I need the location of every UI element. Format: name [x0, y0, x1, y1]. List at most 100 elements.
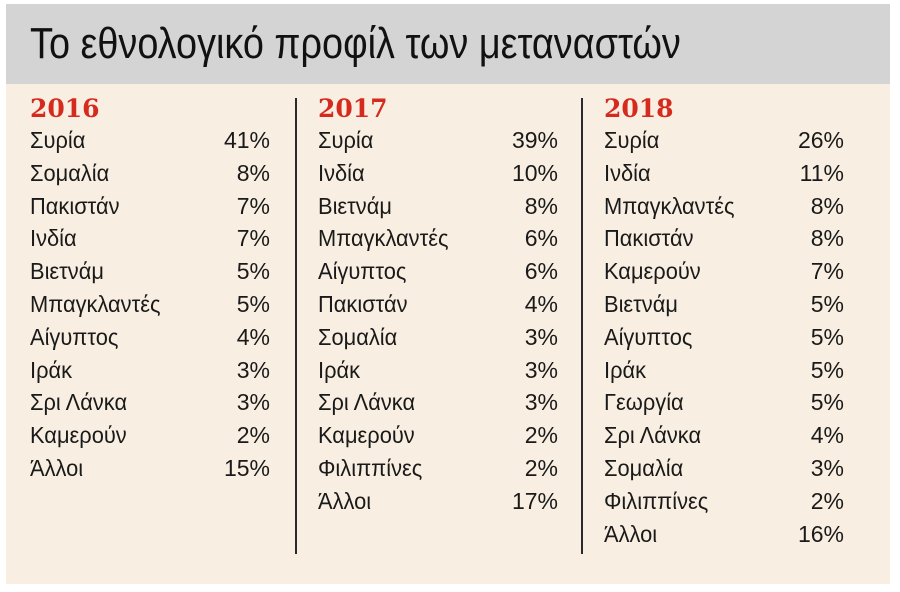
column-divider	[295, 98, 297, 554]
country-name: Μπαγκλαντές	[30, 290, 161, 317]
percentage-value: 3%	[810, 454, 844, 481]
country-name: Σρι Λάνκα	[30, 389, 128, 416]
percentage-value: 3%	[236, 389, 270, 416]
percentage-value: 16%	[797, 520, 844, 547]
list-item: Βιετνάμ 5%	[30, 255, 270, 288]
list-item: Μπαγκλαντές 8%	[604, 190, 844, 223]
country-name: Ιράκ	[604, 356, 647, 383]
percentage-value: 17%	[511, 487, 558, 514]
country-name: Καμερούν	[30, 422, 127, 449]
country-name: Μπαγκλαντές	[604, 192, 735, 219]
country-name: Σομαλία	[604, 454, 684, 481]
country-name: Βιετνάμ	[604, 290, 678, 317]
percentage-value: 5%	[810, 356, 844, 383]
percentage-value: 5%	[236, 258, 270, 285]
list-item: Συρία 26%	[604, 124, 844, 157]
year-column-2018: 2018 Συρία 26% Ινδία 11% Μπαγκλαντές 8% Πακιστ…	[604, 94, 844, 550]
country-name: Ιράκ	[30, 356, 73, 383]
country-name: Φιλιππίνες	[604, 487, 709, 514]
percentage-value: 4%	[810, 422, 844, 449]
country-name: Αίγυπτος	[604, 323, 693, 350]
country-name: Μπαγκλαντές	[318, 225, 449, 252]
list-item: Καμερούν 2%	[30, 419, 270, 452]
list-item: Συρία 39%	[318, 124, 558, 157]
percentage-value: 3%	[524, 389, 558, 416]
percentage-value: 6%	[524, 225, 558, 252]
country-name: Άλλοι	[318, 487, 372, 514]
list-item: Μπαγκλαντές 6%	[318, 222, 558, 255]
list-item: Άλλοι 15%	[30, 452, 270, 485]
country-name: Ινδία	[30, 225, 77, 252]
country-name: Βιετνάμ	[30, 258, 104, 285]
percentage-value: 8%	[810, 192, 844, 219]
percentage-value: 3%	[524, 356, 558, 383]
year-heading: 2017	[318, 94, 388, 123]
country-name: Πακιστάν	[604, 225, 694, 252]
percentage-value: 26%	[797, 127, 844, 153]
list-item: Βιετνάμ 5%	[604, 288, 844, 321]
country-name: Σρι Λάνκα	[318, 389, 416, 416]
list-item: Φιλιππίνες 2%	[604, 485, 844, 518]
country-name: Πακιστάν	[30, 192, 120, 219]
country-name: Αίγυπτος	[30, 323, 119, 350]
country-name: Ιράκ	[318, 356, 361, 383]
list-item: Σρι Λάνκα 3%	[30, 386, 270, 419]
percentage-value: 2%	[236, 422, 270, 449]
percentage-value: 7%	[810, 258, 844, 285]
list-item: Άλλοι 16%	[604, 518, 844, 551]
list-item: Σρι Λάνκα 4%	[604, 419, 844, 452]
country-name: Φιλιππίνες	[318, 454, 423, 481]
percentage-value: 4%	[524, 290, 558, 317]
year-heading: 2018	[604, 94, 674, 123]
country-name: Συρία	[318, 127, 374, 153]
percentage-value: 10%	[511, 159, 558, 186]
list-item: Ιράκ 3%	[30, 354, 270, 387]
country-name: Βιετνάμ	[318, 192, 392, 219]
country-name: Ινδία	[318, 159, 365, 186]
percentage-value: 8%	[810, 225, 844, 252]
country-name: Συρία	[604, 127, 660, 153]
list-item: Σρι Λάνκα 3%	[318, 386, 558, 419]
year-heading: 2016	[30, 94, 100, 123]
country-name: Συρία	[30, 127, 86, 153]
list-item: Αίγυπτος 4%	[30, 321, 270, 354]
country-name: Σρι Λάνκα	[604, 422, 702, 449]
percentage-value: 41%	[223, 127, 270, 153]
percentage-value: 4%	[236, 323, 270, 350]
country-name: Ινδία	[604, 159, 651, 186]
percentage-value: 5%	[810, 290, 844, 317]
percentage-value: 7%	[236, 225, 270, 252]
percentage-value: 3%	[236, 356, 270, 383]
list-item: Ιράκ 5%	[604, 354, 844, 387]
year-column-2016: 2016 Συρία 41% Σομαλία 8% Πακιστάν 7% Ινδία 7% Β…	[30, 94, 270, 485]
country-name: Άλλοι	[30, 454, 84, 481]
title-bar: Το εθνολογικό προφίλ των μεταναστών	[6, 4, 890, 84]
country-name: Σομαλία	[30, 159, 110, 186]
percentage-value: 8%	[524, 192, 558, 219]
country-name: Καμερούν	[604, 258, 701, 285]
list-item: Ινδία 7%	[30, 222, 270, 255]
list-item: Σομαλία 3%	[604, 452, 844, 485]
country-name: Γεωργία	[604, 389, 684, 416]
list-item: Αίγυπτος 6%	[318, 255, 558, 288]
percentage-value: 2%	[524, 422, 558, 449]
percentage-value: 6%	[524, 258, 558, 285]
percentage-value: 3%	[524, 323, 558, 350]
list-item: Πακιστάν 8%	[604, 222, 844, 255]
list-item: Αίγυπτος 5%	[604, 321, 844, 354]
infographic-title: Το εθνολογικό προφίλ των μεταναστών	[30, 19, 681, 68]
list-item: Σομαλία 8%	[30, 157, 270, 190]
column-divider	[581, 98, 583, 554]
percentage-value: 39%	[511, 127, 558, 153]
country-name: Άλλοι	[604, 520, 658, 547]
list-item: Πακιστάν 7%	[30, 190, 270, 223]
infographic-panel: Το εθνολογικό προφίλ των μεταναστών	[6, 4, 890, 584]
percentage-value: 5%	[810, 323, 844, 350]
list-item: Ιράκ 3%	[318, 354, 558, 387]
list-item: Ινδία 10%	[318, 157, 558, 190]
percentage-value: 7%	[236, 192, 270, 219]
year-column-2017: 2017 Συρία 39% Ινδία 10% Βιετνάμ 8% Μπαγκλαντέ…	[318, 94, 558, 518]
list-item: Καμερούν 2%	[318, 419, 558, 452]
list-item: Σομαλία 3%	[318, 321, 558, 354]
percentage-value: 11%	[799, 159, 844, 186]
